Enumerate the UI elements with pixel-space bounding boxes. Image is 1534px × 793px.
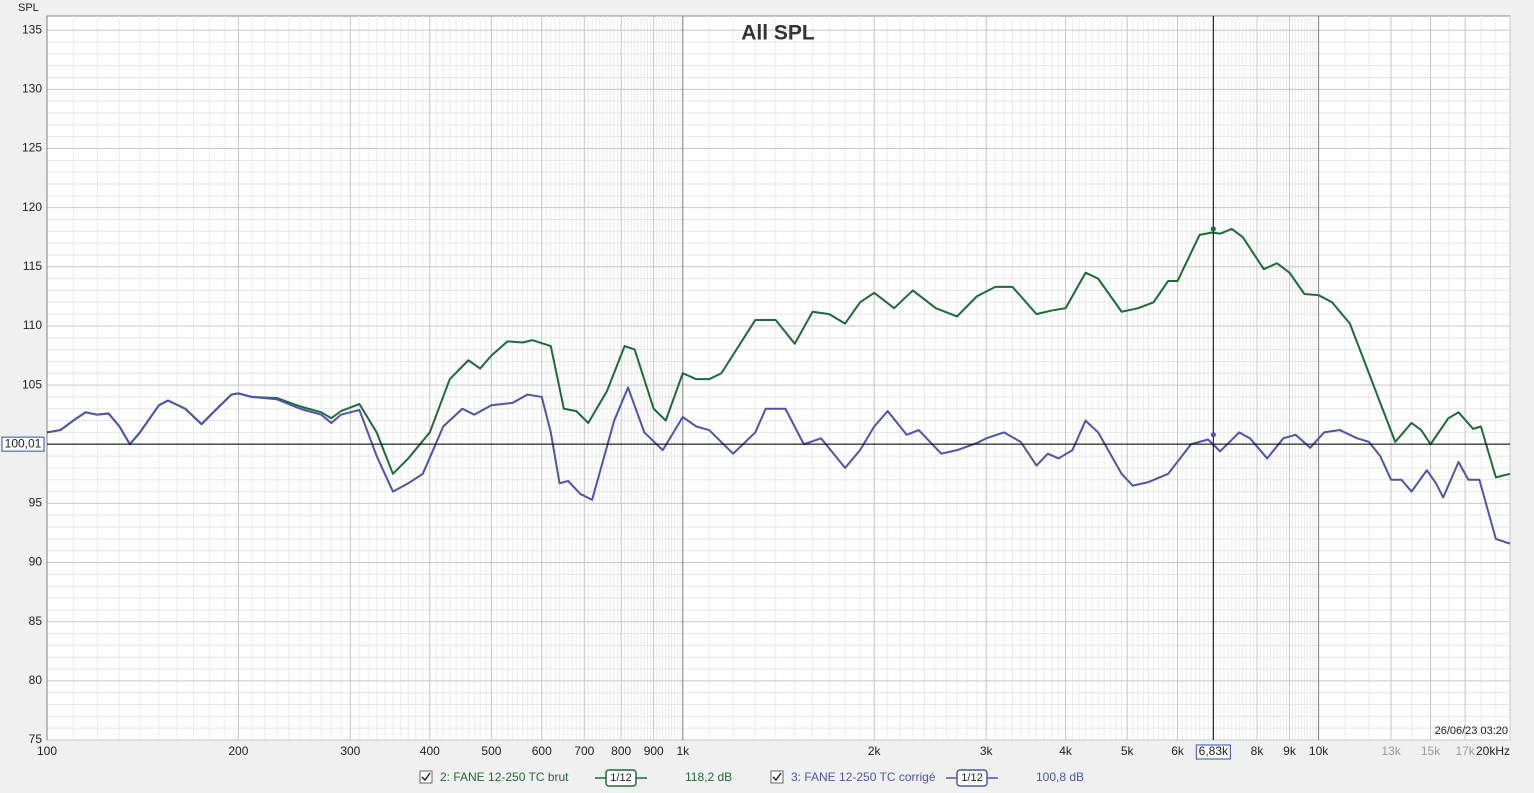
x-tick-label: 700 <box>574 744 594 758</box>
x-tick-label: 300 <box>340 744 360 758</box>
x-tick-label: 100 <box>37 744 57 758</box>
legend-smoothing: 1/12 <box>961 772 982 784</box>
cursor-readout-marker <box>1210 226 1216 232</box>
series-line <box>46 386 1511 545</box>
grid <box>46 16 1511 741</box>
cursor-x-box <box>1195 744 1231 760</box>
x-tick-label: 9k <box>1283 744 1297 758</box>
x-tick-label: 2k <box>868 744 882 758</box>
x-tick-label: 500 <box>481 744 501 758</box>
x-tick-label: 13k <box>1381 744 1401 758</box>
legend-smoothing: 1/12 <box>610 772 631 784</box>
foreground: 7580859095100105110115120125130135100200… <box>1 16 1510 787</box>
x-tick-label: 10k <box>1309 744 1329 758</box>
y-tick-label: 135 <box>22 22 42 36</box>
y-tick-label: 75 <box>29 732 43 746</box>
x-tick-label: 4k <box>1059 744 1073 758</box>
x-tick-label: 200 <box>228 744 248 758</box>
y-tick-label: 115 <box>23 259 42 273</box>
x-tick-label: 900 <box>644 744 664 758</box>
y-tick-label: 105 <box>22 377 42 391</box>
y-tick-label: 120 <box>22 200 42 214</box>
cursor-y-label: 100,01 <box>5 436 42 450</box>
cursor-x-label: 6,83k <box>1199 744 1229 758</box>
series-lines <box>46 227 1511 545</box>
y-tick-label: 90 <box>29 555 43 569</box>
x-tick-label: 20kHz <box>1476 744 1510 758</box>
legend-check <box>772 772 782 782</box>
y-tick-label: 85 <box>29 614 43 628</box>
x-tick-label: 800 <box>611 744 631 758</box>
x-tick-label: 5k <box>1121 744 1135 758</box>
legend-checkbox <box>419 770 433 784</box>
legend-label: 3: FANE 12-250 TC corrigé <box>791 770 936 784</box>
x-tick-label: 1k <box>676 744 690 758</box>
y-tick-label: 130 <box>22 82 42 96</box>
legend-label: 2: FANE 12-250 TC brut <box>440 770 569 784</box>
legend-readout: 118,2 dB <box>685 770 732 784</box>
legend-check <box>421 772 431 782</box>
x-tick-label: 6k <box>1171 744 1185 758</box>
y-axis-label: SPL <box>18 2 39 14</box>
x-tick-label: 400 <box>420 744 440 758</box>
legend-readout: 100,8 dB <box>1036 770 1084 784</box>
legend-smoothing-box <box>956 769 988 787</box>
y-tick-label: 95 <box>29 496 43 510</box>
x-tick-label: 17k <box>1455 744 1475 758</box>
cursor-readout-marker <box>1210 432 1216 438</box>
x-tick-label: 3k <box>980 744 994 758</box>
y-tick-label: 125 <box>22 141 42 155</box>
x-tick-label: 600 <box>532 744 552 758</box>
x-tick-label: 8k <box>1251 744 1265 758</box>
y-tick-label: 110 <box>23 318 42 332</box>
x-tick-label: 15k <box>1421 744 1441 758</box>
y-tick-label: 80 <box>29 673 43 687</box>
timestamp: 26/06/23 03:20 <box>1435 725 1508 737</box>
cursor-y-box <box>1 436 45 452</box>
chart-title: All SPL <box>741 22 815 45</box>
legend-smoothing-box <box>605 769 637 787</box>
legend-checkbox <box>770 770 784 784</box>
